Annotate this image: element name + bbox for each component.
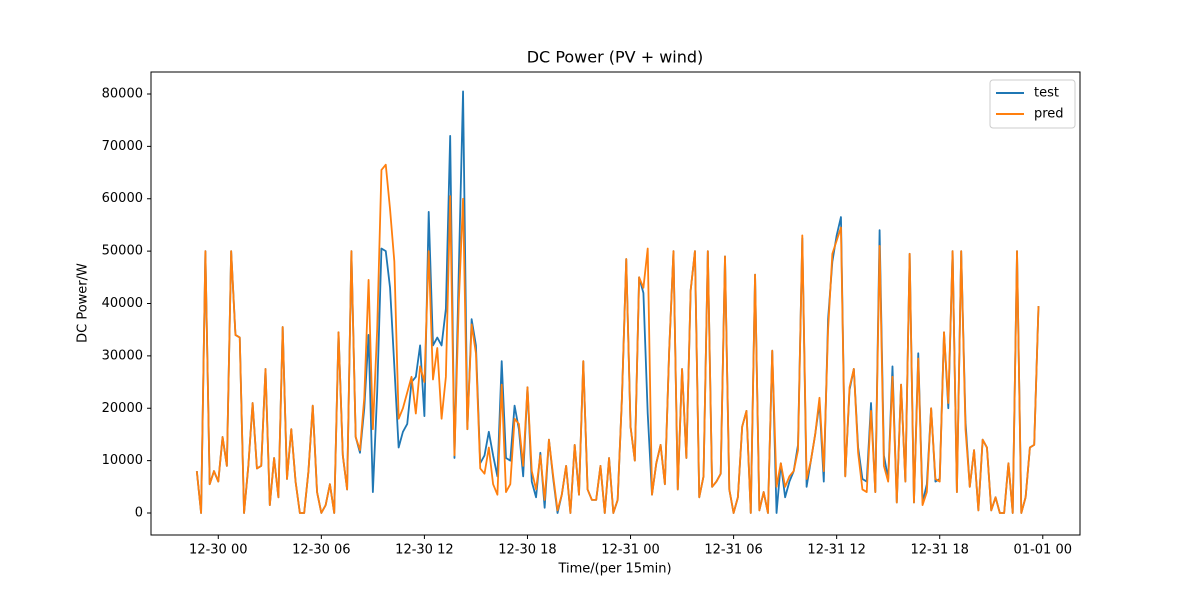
x-tick-label: 12-31 18 xyxy=(910,543,968,558)
legend-label: test xyxy=(1034,86,1059,101)
x-tick-label: 12-31 00 xyxy=(601,543,659,558)
x-tick-label: 12-30 00 xyxy=(189,543,247,558)
y-tick-label: 0 xyxy=(135,506,143,521)
x-tick-label: 12-30 12 xyxy=(395,543,453,558)
plot-frame xyxy=(150,71,1081,536)
chart-title: DC Power (PV + wind) xyxy=(527,48,704,67)
x-tick-label: 12-31 12 xyxy=(807,543,865,558)
y-axis-label: DC Power/W xyxy=(76,263,91,343)
y-tick-label: 60000 xyxy=(102,191,143,206)
legend-label: pred xyxy=(1034,107,1064,122)
x-tick-label: 01-01 00 xyxy=(1014,543,1072,558)
y-tick-label: 10000 xyxy=(102,453,143,468)
y-tick-label: 40000 xyxy=(102,296,143,311)
y-tick-label: 30000 xyxy=(102,348,143,363)
line-1 xyxy=(195,163,1040,514)
y-tick-label: 50000 xyxy=(102,244,143,259)
x-tick-label: 12-30 06 xyxy=(292,543,350,558)
y-tick-label: 70000 xyxy=(102,139,143,154)
y-tick-label: 80000 xyxy=(102,86,143,101)
y-tick-label: 20000 xyxy=(102,401,143,416)
x-tick-label: 12-31 06 xyxy=(704,543,762,558)
x-axis-label: Time/(per 15min) xyxy=(557,562,671,577)
x-tick-label: 12-30 18 xyxy=(498,543,556,558)
